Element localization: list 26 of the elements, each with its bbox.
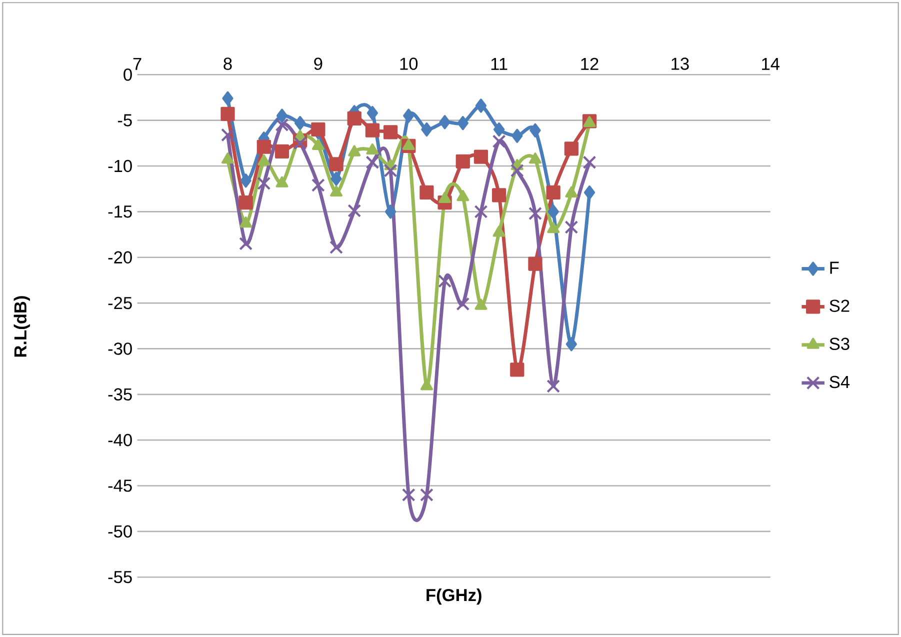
y-tick-label: -45 [108,480,132,492]
y-tick-label: -30 [108,342,132,355]
x-tick-label: 9 [314,58,322,70]
y-tick-label: -5 [118,114,132,126]
y-axis-title: R.L(dB) [14,296,30,357]
legend-label: F [830,262,839,274]
x-tick-label: 14 [762,58,780,70]
y-tick-label: -10 [108,160,132,172]
y-tick-label: -35 [108,388,132,400]
legend-label: S2 [830,300,850,312]
y-tick-label: -20 [108,251,132,264]
y-tick-label: -55 [108,571,132,584]
x-tick-label: 8 [224,58,232,70]
y-tick-label: -25 [108,296,132,310]
y-tick-label: -15 [108,206,132,218]
legend-label: S4 [830,376,850,388]
y-tick-label: 0 [124,68,132,81]
x-tick-label: 12 [581,58,598,70]
x-tick-label: 13 [672,58,689,70]
x-tick-label: 11 [491,58,508,70]
y-tick-label: -50 [108,525,132,538]
x-tick-label: 7 [133,58,142,70]
x-axis-title: F(GHz) [426,588,482,605]
x-tick-label: 10 [400,58,418,70]
legend-label: S3 [830,338,850,350]
y-tick-label: -40 [108,434,132,446]
